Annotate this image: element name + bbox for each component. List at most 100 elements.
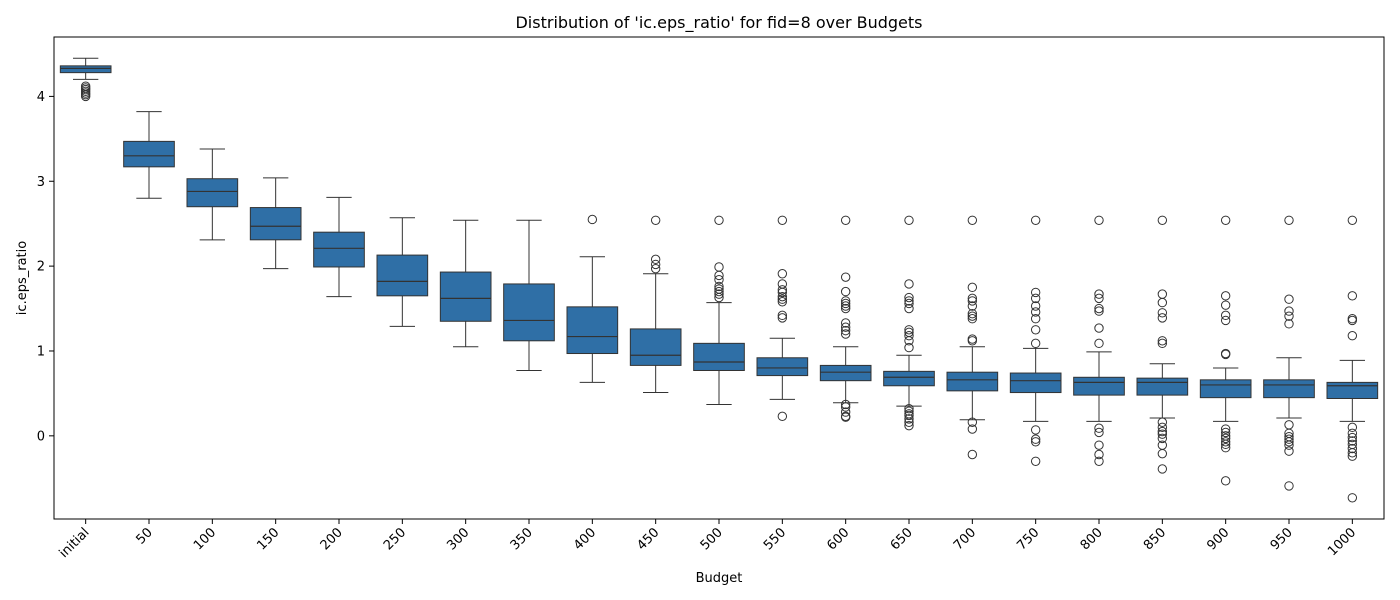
outlier-point [1347, 448, 1358, 458]
outlier-point [904, 298, 914, 309]
outlier-point [1030, 314, 1041, 324]
outlier-point [1094, 303, 1104, 314]
box-450 [629, 215, 682, 394]
outlier-point [1220, 291, 1231, 301]
iqr-box [819, 364, 872, 382]
outlier-point [650, 215, 661, 225]
outlier-point [1094, 456, 1104, 466]
outlier-point [714, 286, 724, 297]
box-750 [1009, 215, 1062, 466]
outlier-point [714, 215, 724, 225]
box-400 [566, 214, 619, 383]
x-tick-label: 250 [381, 525, 409, 553]
box-initial [59, 57, 112, 102]
outlier-point [777, 285, 788, 295]
outlier-point [840, 286, 851, 297]
iqr-box [503, 283, 555, 342]
x-tick-label: 400 [571, 525, 599, 553]
outlier-point [714, 270, 724, 281]
outlier-point [904, 406, 914, 416]
outlier-point [1347, 315, 1358, 326]
outlier-point [840, 407, 851, 417]
outlier-point [1157, 464, 1168, 474]
outlier-point [777, 310, 788, 321]
outlier-point [1347, 331, 1358, 341]
outlier-point [840, 399, 851, 410]
outlier-point [904, 325, 914, 335]
iqr-box [1199, 379, 1252, 399]
plot-area [59, 57, 1379, 503]
x-axis: initial 50 100 150 200 250 300 350 400 450 500 550 6… [57, 519, 1359, 561]
outlier-point [904, 403, 914, 414]
x-tick-label: 550 [761, 525, 789, 553]
outlier-point [1347, 428, 1358, 438]
outlier-point [840, 402, 851, 412]
outlier-point [904, 331, 914, 341]
outlier-point [777, 215, 788, 225]
x-tick-label: 150 [254, 525, 282, 553]
outlier-point [1030, 287, 1041, 298]
x-tick-label: 850 [1141, 525, 1169, 553]
outlier-point [840, 329, 851, 339]
outlier-point [967, 215, 978, 225]
outlier-point [967, 417, 978, 427]
outlier-point [1094, 449, 1104, 460]
outlier-point [714, 274, 724, 285]
outlier-point [840, 412, 851, 422]
outlier-point [904, 296, 914, 306]
iqr-box [566, 306, 619, 355]
iqr-box [439, 271, 492, 322]
y-axis: 0 1 2 3 4 [37, 90, 54, 444]
outlier-point [1094, 338, 1104, 349]
x-tick-label: 650 [888, 525, 916, 553]
outlier-point [1220, 300, 1231, 310]
outlier-point [904, 336, 914, 346]
box-700 [946, 215, 999, 460]
outlier-point [1157, 448, 1168, 459]
outlier-point [1284, 481, 1294, 491]
outlier-point [967, 314, 978, 324]
outlier-point [1157, 336, 1168, 346]
outlier-point [904, 215, 914, 225]
outlier-point [1284, 437, 1294, 447]
outlier-point [1347, 432, 1358, 443]
box-100 [186, 148, 239, 241]
outlier-point [1094, 323, 1104, 333]
outlier-point [904, 417, 914, 427]
outlier-point [1157, 215, 1168, 225]
outlier-point [1347, 443, 1358, 454]
outlier-point [967, 282, 978, 293]
outlier-point [1157, 422, 1168, 433]
outlier-point [650, 263, 661, 274]
y-tick-label: 1 [37, 344, 45, 359]
x-tick-label: 750 [1014, 525, 1042, 553]
iqr-box [186, 178, 239, 208]
x-tick-label: 300 [444, 525, 472, 553]
x-tick-label: 950 [1268, 525, 1296, 553]
x-tick-label: 450 [634, 525, 662, 553]
outlier-point [1284, 446, 1294, 456]
outlier-point [777, 411, 788, 422]
outlier-point [1030, 215, 1041, 225]
x-tick-label: initial [57, 525, 93, 561]
outlier-point [1157, 417, 1168, 427]
outlier-point [840, 318, 851, 328]
iqr-box [249, 207, 302, 241]
iqr-box [883, 370, 935, 387]
outlier-point [1157, 338, 1168, 349]
outlier-point [1030, 293, 1041, 304]
outlier-point [967, 296, 978, 306]
outlier-point [840, 325, 851, 336]
outlier-point [904, 414, 914, 424]
x-tick-label: 700 [951, 525, 979, 553]
outlier-point [840, 215, 851, 225]
outlier-point [1094, 423, 1104, 433]
outlier-point [1094, 440, 1104, 450]
box-350 [503, 219, 555, 371]
outlier-point [1157, 429, 1168, 439]
outlier-point [1347, 422, 1358, 433]
outlier-point [1284, 215, 1294, 225]
outlier-point [714, 281, 724, 292]
iqr-box [693, 342, 745, 371]
iqr-box [123, 140, 175, 168]
